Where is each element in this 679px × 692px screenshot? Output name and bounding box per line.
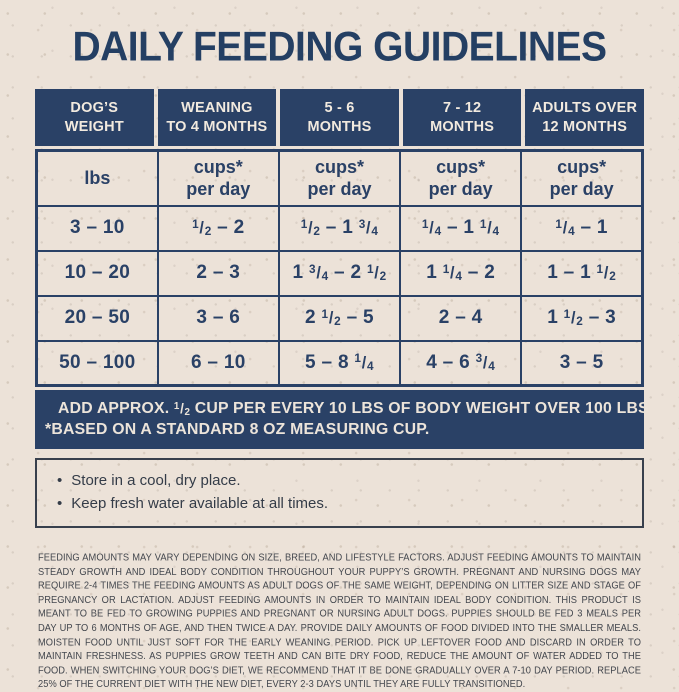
fraction: 1/2: [366, 262, 387, 284]
fraction: 1/2: [192, 217, 212, 239]
fraction: 3/4: [308, 262, 329, 284]
table-cell: lbs: [35, 149, 159, 207]
table-cell: 1 – 1 1/2: [520, 249, 644, 297]
header-cell: 7 - 12 MONTHS: [402, 89, 522, 146]
table-cell: 1/2 – 2: [156, 204, 280, 252]
table-cell: cups* per day: [156, 149, 280, 207]
table-cell: 3 – 10: [35, 204, 159, 252]
table-cell: 20 – 50: [35, 294, 159, 342]
fraction: 1/4: [555, 217, 575, 239]
table-cell: cups* per day: [399, 149, 523, 207]
table-cell: 1/4 – 1: [520, 204, 644, 252]
header-cell: 5 - 6 MONTHS: [280, 89, 399, 146]
table-cell: 3 – 5: [520, 339, 644, 387]
table-cell: 6 – 10: [156, 339, 280, 387]
banner-line-1: ADD APPROX. 1/2 CUP PER EVERY 10 LBS OF …: [58, 400, 649, 418]
table-body: lbs cups* per day cups* per day cups* per day c…: [35, 149, 644, 387]
fraction: 3/4: [475, 352, 496, 373]
fraction: 1/2: [321, 307, 341, 329]
table-cell: 2 – 3: [156, 249, 280, 297]
banner-line-2: *BASED ON A STANDARD 8 OZ MEASURING CUP.: [45, 420, 430, 438]
fraction: 1/2: [300, 217, 321, 239]
note-banner: ADD APPROX. 1/2 CUP PER EVERY 10 LBS OF …: [35, 390, 649, 450]
table-cell: 1 1/2 – 3: [520, 294, 644, 342]
fraction: 1/4: [442, 262, 463, 284]
table-cell: 1/2 – 1 3/4: [277, 204, 402, 252]
header-cell: ADULTS OVER 12 MONTHS: [525, 89, 644, 146]
fraction: 1/4: [354, 352, 374, 373]
fraction: 1/2: [173, 400, 191, 418]
table-cell: 2 1/2 – 5: [277, 294, 402, 342]
fraction: 1/2: [596, 262, 617, 284]
table-cell: 4 – 6 3/4: [399, 339, 523, 387]
data-row: 50 – 100 6 – 10 5 – 8 1/4 4 – 6 3/4 3 – 5: [35, 339, 644, 387]
header-cell: WEANING TO 4 MONTHS: [157, 89, 277, 146]
feeding-table: lbs cups* per day cups* per day cups* per day c…: [35, 149, 644, 387]
table-cell: 10 – 20: [35, 249, 159, 297]
table-cell: 5 – 8 1/4: [277, 339, 402, 387]
fraction: 1/4: [421, 217, 442, 239]
table-cell: 2 – 4: [399, 294, 523, 342]
table-cell: cups* per day: [277, 149, 402, 207]
fraction: 3/4: [358, 217, 379, 239]
table-cell: 1 3/4 – 2 1/2: [277, 249, 402, 297]
note-item: Keep fresh water available at all times.: [51, 492, 628, 515]
fine-print: FEEDING AMOUNTS MAY VARY DEPENDING ON SI…: [38, 551, 641, 690]
data-row: 3 – 10 1/2 – 2 1/2 – 1 3/4 1/4 – 1 1/4 1/4 –…: [35, 204, 644, 252]
page-title: DAILY FEEDING GUIDELINES: [72, 24, 607, 71]
table-cell: 3 – 6: [156, 294, 280, 342]
fraction: 1/2: [563, 307, 584, 329]
table-cell: 1 1/4 – 2: [399, 249, 523, 297]
unit-row: lbs cups* per day cups* per day cups* per day c…: [35, 149, 644, 207]
header-cell: DOG’S WEIGHT: [35, 89, 154, 146]
table-header-row: DOG’S WEIGHT WEANING TO 4 MONTHS 5 - 6 MONTHS…: [35, 89, 644, 146]
note-item: Store in a cool, dry place.: [51, 469, 628, 492]
storage-notes-box: Store in a cool, dry place.Keep fresh wa…: [35, 458, 644, 528]
table-cell: cups* per day: [520, 149, 644, 207]
fraction: 1/4: [479, 217, 500, 239]
table-cell: 50 – 100: [35, 339, 159, 387]
table-cell: 1/4 – 1 1/4: [399, 204, 523, 252]
